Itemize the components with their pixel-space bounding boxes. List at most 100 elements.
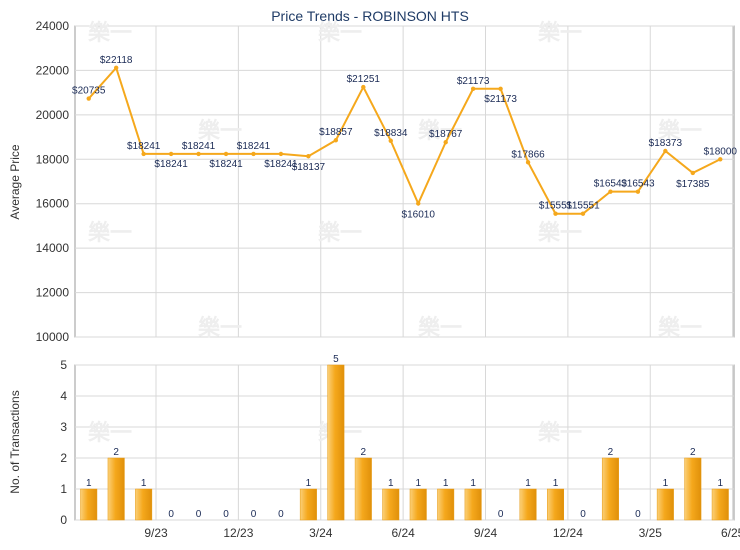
price-data-point <box>690 170 696 176</box>
watermark-text: 樂一 <box>88 220 132 246</box>
price-data-label: $22118 <box>100 55 133 66</box>
x-axis-tick-label: 12/24 <box>553 526 583 540</box>
x-axis-tick-label: 6/24 <box>391 526 415 540</box>
price-data-point <box>608 189 613 194</box>
transaction-count-label: 0 <box>635 509 641 520</box>
price-series-line <box>87 65 721 215</box>
price-data-point <box>525 160 531 165</box>
watermark-text: 樂一 <box>318 20 362 46</box>
price-data-point <box>718 157 723 162</box>
transaction-count-label: 0 <box>278 509 284 520</box>
price-y-tick-label: 22000 <box>36 63 70 77</box>
watermark-text: 樂一 <box>88 420 132 446</box>
transactions-plot-area <box>74 364 735 521</box>
transaction-bar <box>684 457 702 521</box>
transaction-bar <box>409 488 427 521</box>
price-y-tick-label: 24000 <box>36 19 70 33</box>
price-data-point <box>470 86 476 91</box>
watermark-text: 樂一 <box>538 420 582 446</box>
transaction-count-label: 1 <box>470 478 476 489</box>
price-data-label: $17385 <box>676 179 710 190</box>
transaction-count-label: 1 <box>717 478 723 489</box>
transaction-count-label: 2 <box>113 447 119 458</box>
price-data-label: $21251 <box>347 74 381 85</box>
transaction-count-label: 0 <box>223 509 229 520</box>
price-data-label: $18000 <box>704 146 738 157</box>
price-data-point <box>443 140 448 145</box>
price-data-label: $18767 <box>429 129 463 140</box>
price-data-label: $18241 <box>237 141 271 152</box>
chart-title: Price Trends - ROBINSON HTS <box>271 8 469 24</box>
watermark-text: 樂一 <box>658 118 702 144</box>
price-data-point <box>388 138 393 143</box>
x-axis-tick-label: 6/25 <box>721 526 740 540</box>
transaction-bar <box>135 488 153 521</box>
price-data-point <box>333 138 339 143</box>
transaction-bar <box>299 488 317 521</box>
transaction-bar <box>656 488 674 521</box>
price-data-label: $18241 <box>182 141 216 152</box>
transaction-count-label: 2 <box>690 447 696 458</box>
transaction-bar <box>547 488 565 521</box>
transaction-count-label: 1 <box>388 478 394 489</box>
price-data-point <box>86 96 91 101</box>
transaction-count-label: 0 <box>251 509 257 520</box>
price-y-tick-label: 12000 <box>36 286 70 300</box>
transaction-count-label: 1 <box>553 478 559 489</box>
transaction-bar <box>437 488 455 521</box>
transaction-bar <box>327 364 345 521</box>
transaction-count-label: 1 <box>415 478 421 489</box>
price-data-label: $18834 <box>374 128 408 139</box>
price-data-point <box>635 189 641 194</box>
transaction-count-label: 1 <box>86 478 92 489</box>
price-data-label: $16543 <box>621 179 655 190</box>
x-axis-tick-label: 9/23 <box>144 526 168 540</box>
price-data-label: $18241 <box>209 159 243 170</box>
watermark-text: 樂一 <box>538 220 582 246</box>
transactions-y-tick-label: 4 <box>60 389 67 403</box>
price-data-label: $16010 <box>402 209 436 220</box>
transactions-axis-label: No. of Transactions <box>8 390 22 493</box>
price-data-label: $18241 <box>264 159 298 170</box>
transaction-count-label: 1 <box>525 478 531 489</box>
price-y-tick-label: 18000 <box>36 152 70 166</box>
x-axis-tick-label: 3/25 <box>639 526 663 540</box>
price-data-point <box>663 148 668 154</box>
price-data-point <box>553 211 558 216</box>
price-data-point <box>361 84 366 90</box>
price-data-label: $20735 <box>72 86 106 97</box>
transaction-bar <box>354 457 372 521</box>
transaction-bar <box>464 488 482 521</box>
price-plot-area <box>74 25 735 338</box>
x-axis-tick-label: 3/24 <box>309 526 333 540</box>
transaction-count-label: 0 <box>580 509 586 520</box>
price-data-label: $18241 <box>127 141 161 152</box>
watermark-text: 樂一 <box>538 20 582 46</box>
transaction-bar <box>519 488 537 521</box>
transaction-count-label: 0 <box>498 509 504 520</box>
price-data-point <box>580 211 586 216</box>
transaction-count-label: 1 <box>141 478 147 489</box>
price-data-point <box>141 151 146 157</box>
price-data-point <box>196 151 201 157</box>
price-data-label: $18857 <box>319 127 353 138</box>
transaction-count-label: 1 <box>663 478 669 489</box>
price-data-point <box>416 201 421 206</box>
price-data-label: $15551 <box>539 201 573 212</box>
price-y-tick-label: 20000 <box>36 108 70 122</box>
transactions-y-tick-label: 2 <box>60 451 67 465</box>
price-data-label: $21173 <box>457 76 490 87</box>
x-axis-tick-label: 12/23 <box>223 526 253 540</box>
transaction-count-label: 0 <box>168 509 174 520</box>
price-y-tick-label: 16000 <box>36 197 70 211</box>
price-y-tick-label: 14000 <box>36 241 70 255</box>
price-y-tick-label: 10000 <box>36 330 70 344</box>
transaction-count-label: 0 <box>196 509 202 520</box>
price-data-label: $18241 <box>154 159 188 170</box>
transactions-y-tick-label: 0 <box>60 513 67 527</box>
watermark-text: 樂一 <box>198 118 242 144</box>
price-data-label: $18373 <box>649 138 683 149</box>
price-data-point <box>306 154 311 159</box>
